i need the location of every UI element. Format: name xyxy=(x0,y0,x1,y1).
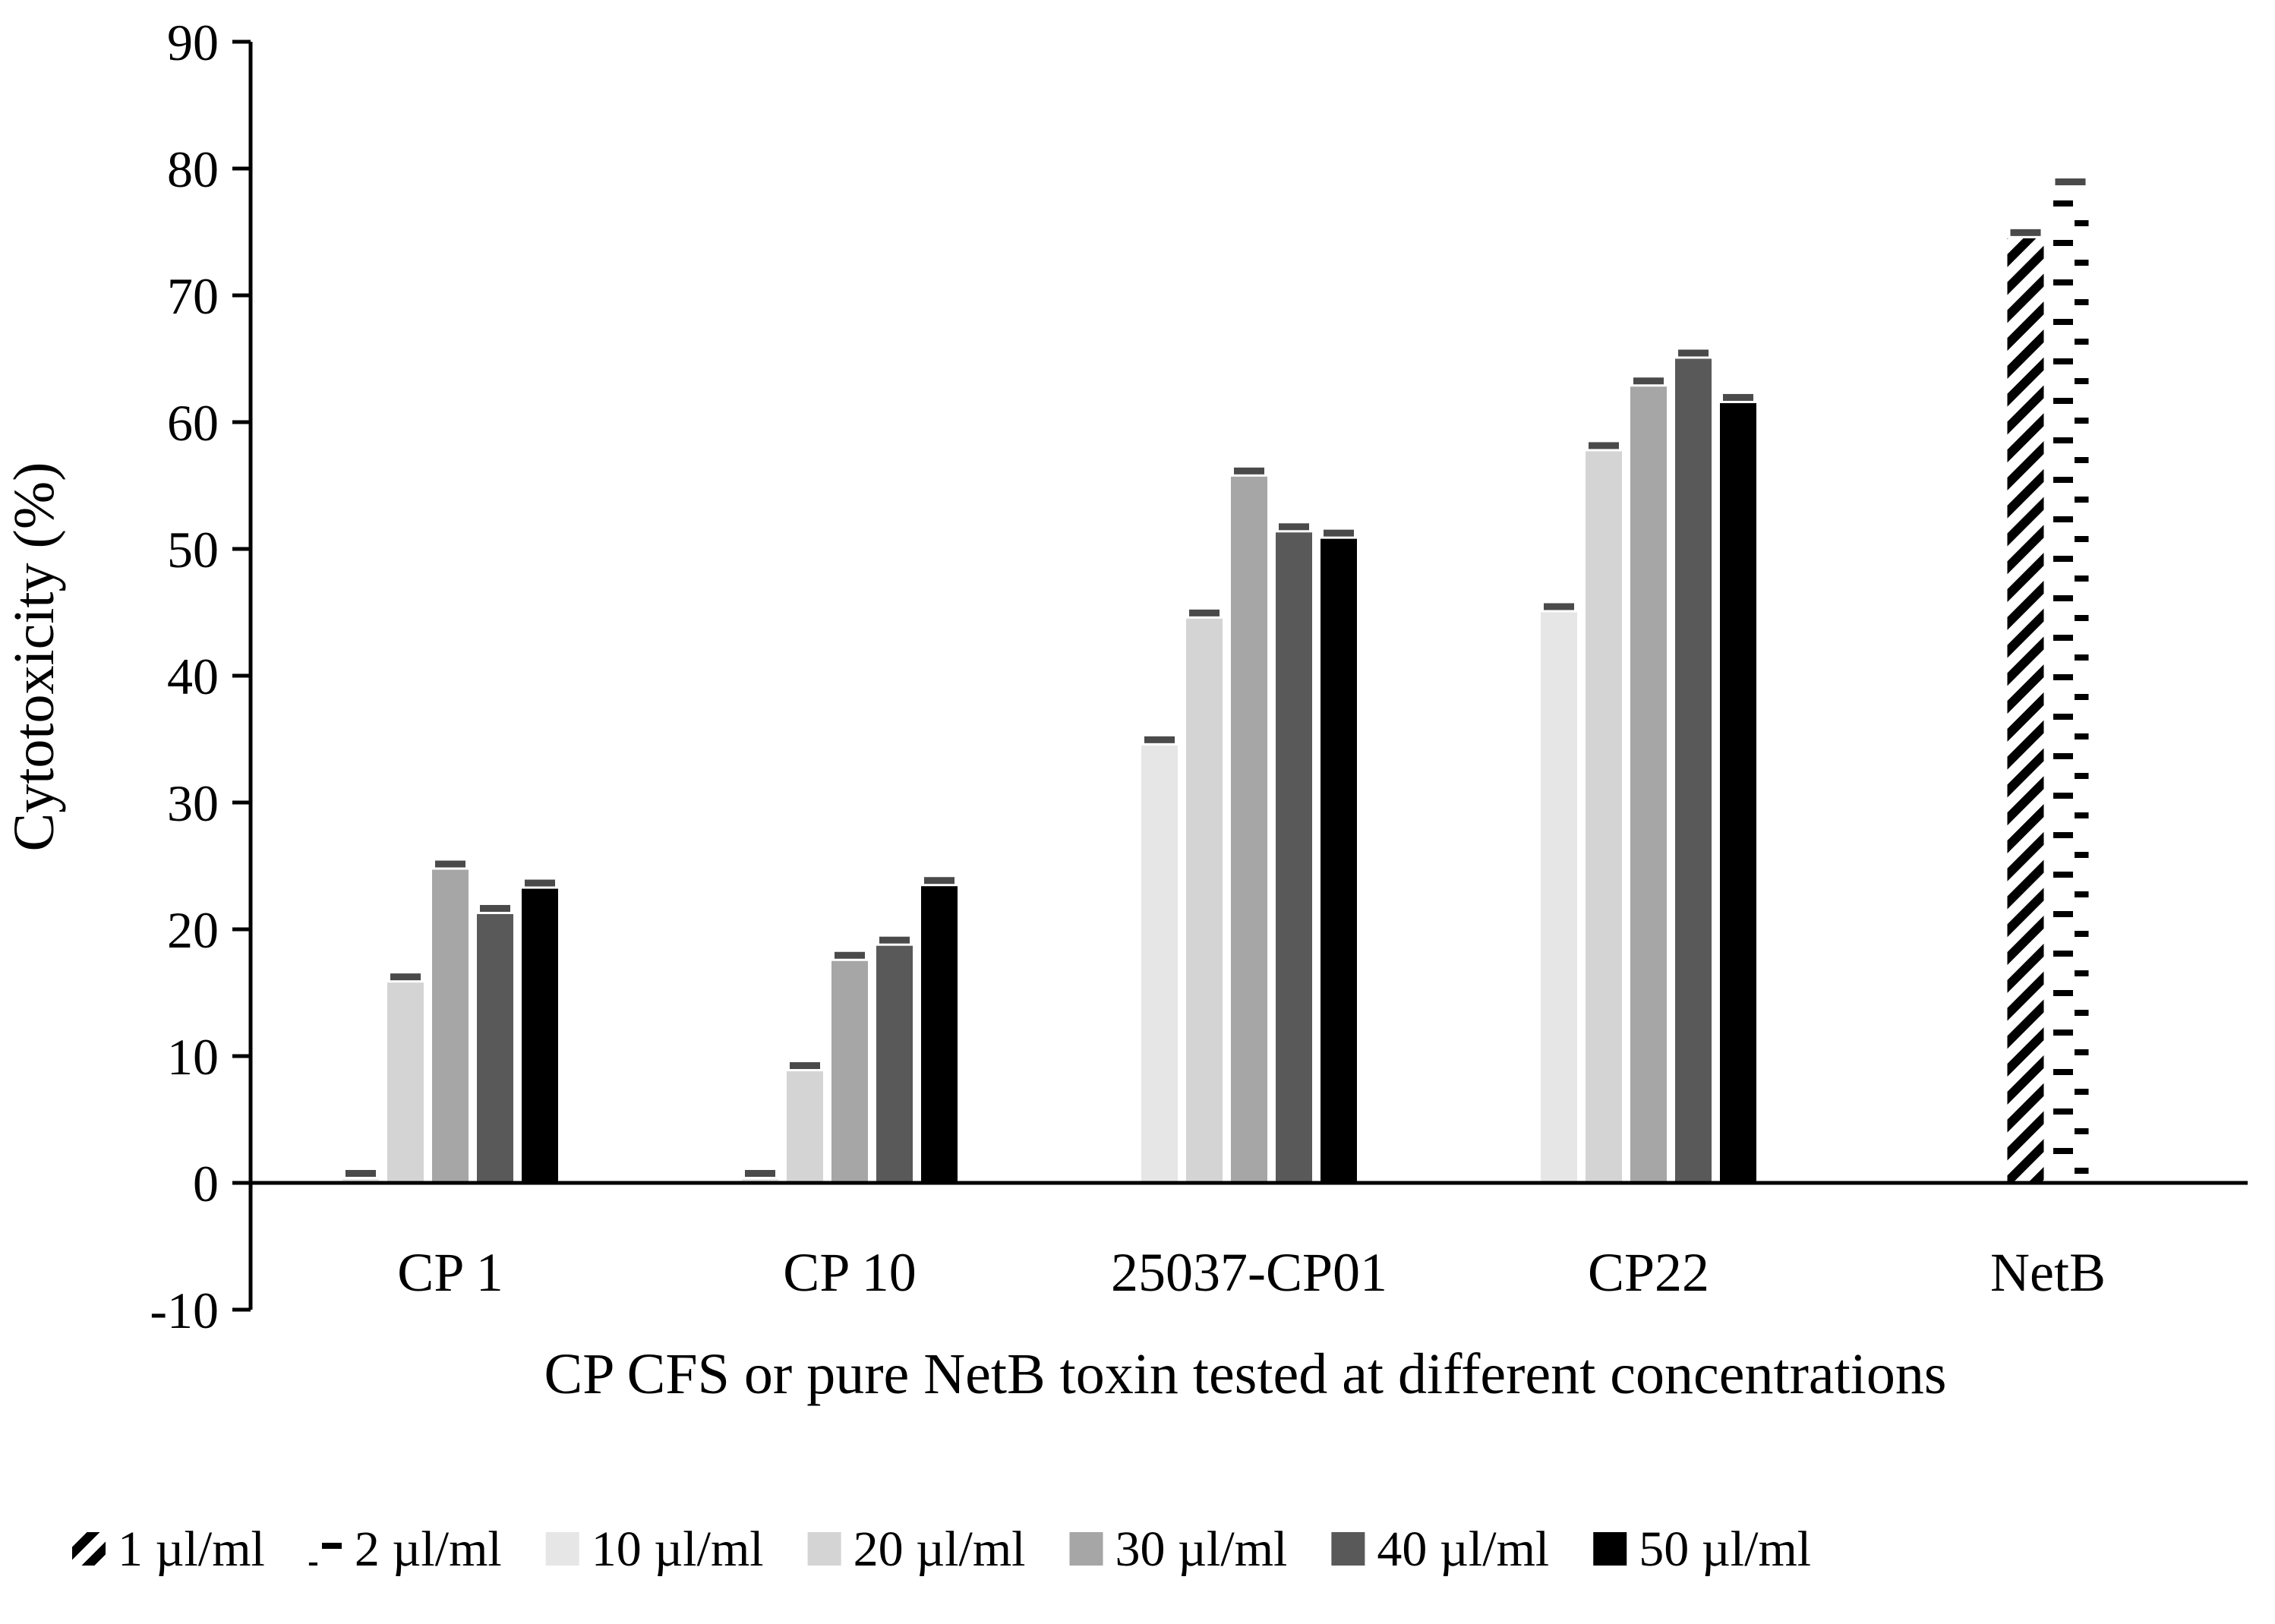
error-bar-cap xyxy=(1589,442,1619,449)
error-bar-cap xyxy=(435,860,465,868)
bar xyxy=(876,945,913,1183)
y-axis-ticks: -10 0 10 20 30 40 50 60 70 80 90 xyxy=(150,14,251,1339)
legend-label: 50 µl/ml xyxy=(1639,1522,1811,1577)
legend-swatch xyxy=(1069,1532,1103,1566)
legend-item: 40 µl/ml xyxy=(1331,1522,1549,1577)
bar xyxy=(1675,358,1712,1183)
error-bar-cap xyxy=(835,951,865,959)
bar xyxy=(2007,238,2044,1184)
x-category-label: CP22 xyxy=(1588,1242,1709,1303)
bar xyxy=(742,1178,778,1183)
bar xyxy=(1321,538,1357,1183)
legend-item: 2 µl/ml xyxy=(308,1522,502,1577)
y-tick-label: 50 xyxy=(167,521,219,579)
bar xyxy=(342,1178,379,1183)
error-bar-cap xyxy=(924,877,954,885)
bar xyxy=(1186,618,1223,1183)
error-bar-cap xyxy=(790,1062,820,1070)
bar xyxy=(432,869,469,1183)
bar xyxy=(2052,188,2089,1183)
bar xyxy=(1231,476,1267,1183)
error-bar-cap xyxy=(390,973,421,981)
x-category-label: NetB xyxy=(1990,1242,2106,1303)
bar xyxy=(477,913,513,1183)
bar xyxy=(1541,612,1577,1183)
bar xyxy=(1630,386,1667,1183)
legend: 1 µl/ml 2 µl/ml 10 µl/ml 20 µl/ml 30 µl/ml 40… xyxy=(72,1522,1811,1577)
legend-swatch xyxy=(72,1532,106,1566)
x-category-label: CP 10 xyxy=(783,1242,916,1303)
error-bar-cap xyxy=(745,1169,775,1177)
y-tick-label: 0 xyxy=(193,1155,219,1212)
error-bar-cap xyxy=(1544,603,1574,610)
error-bar-cap xyxy=(879,936,910,944)
x-axis-title: CP CFS or pure NetB toxin tested at diff… xyxy=(544,1342,1947,1406)
y-tick-label: 30 xyxy=(167,774,219,832)
legend-item: 10 µl/ml xyxy=(545,1522,764,1577)
y-tick-label: -10 xyxy=(150,1282,219,1339)
legend-swatch xyxy=(1331,1532,1365,1566)
bar xyxy=(787,1071,823,1183)
error-bar-cap xyxy=(1144,736,1175,743)
legend-swatch xyxy=(545,1532,579,1566)
x-category-label: 25037-CP01 xyxy=(1111,1242,1387,1303)
legend-label: 1 µl/ml xyxy=(118,1522,265,1577)
error-bar-cap xyxy=(480,904,510,912)
legend-label: 20 µl/ml xyxy=(854,1522,1026,1577)
bar xyxy=(1720,402,1756,1184)
error-bar-cap xyxy=(2055,178,2086,186)
bar xyxy=(1586,451,1622,1183)
y-tick-label: 20 xyxy=(167,901,219,959)
y-tick-label: 80 xyxy=(167,140,219,198)
bar xyxy=(1276,532,1312,1183)
bar xyxy=(387,982,424,1183)
error-bar-cap xyxy=(525,879,555,887)
legend-item: 50 µl/ml xyxy=(1593,1522,1811,1577)
legend-swatch xyxy=(1593,1532,1627,1566)
legend-label: 30 µl/ml xyxy=(1115,1522,1288,1577)
bars xyxy=(342,178,2089,1184)
legend-label: 2 µl/ml xyxy=(355,1522,502,1577)
legend-label: 10 µl/ml xyxy=(592,1522,764,1577)
legend-swatch xyxy=(308,1532,342,1566)
bar xyxy=(831,960,868,1183)
error-bar-cap xyxy=(346,1169,376,1177)
error-bar-cap xyxy=(1723,393,1753,401)
error-bar-cap xyxy=(1324,529,1354,537)
bar xyxy=(921,886,958,1183)
legend-label: 40 µl/ml xyxy=(1377,1522,1549,1577)
legend-swatch xyxy=(807,1532,841,1566)
y-tick-label: 70 xyxy=(167,267,219,325)
y-tick-label: 40 xyxy=(167,648,219,705)
error-bar-cap xyxy=(1678,349,1709,357)
x-category-label: CP 1 xyxy=(397,1242,503,1303)
legend-item: 1 µl/ml xyxy=(72,1522,265,1577)
bar xyxy=(522,888,558,1183)
error-bar-cap xyxy=(1279,523,1309,531)
axes xyxy=(248,42,2248,1310)
error-bar-cap xyxy=(1234,467,1264,475)
error-bar-cap xyxy=(1189,609,1220,616)
bar xyxy=(1141,745,1178,1183)
legend-item: 30 µl/ml xyxy=(1069,1522,1288,1577)
y-tick-label: 10 xyxy=(167,1028,219,1086)
y-axis-title: Cytotoxicity (%) xyxy=(2,462,66,852)
y-tick-label: 60 xyxy=(167,394,219,452)
legend-item: 20 µl/ml xyxy=(807,1522,1026,1577)
error-bar-cap xyxy=(1633,377,1664,385)
y-tick-label: 90 xyxy=(167,14,219,71)
error-bar-cap xyxy=(2010,229,2041,236)
category-labels: CP 1 CP 10 25037-CP01 CP22 NetB xyxy=(397,1242,2106,1303)
